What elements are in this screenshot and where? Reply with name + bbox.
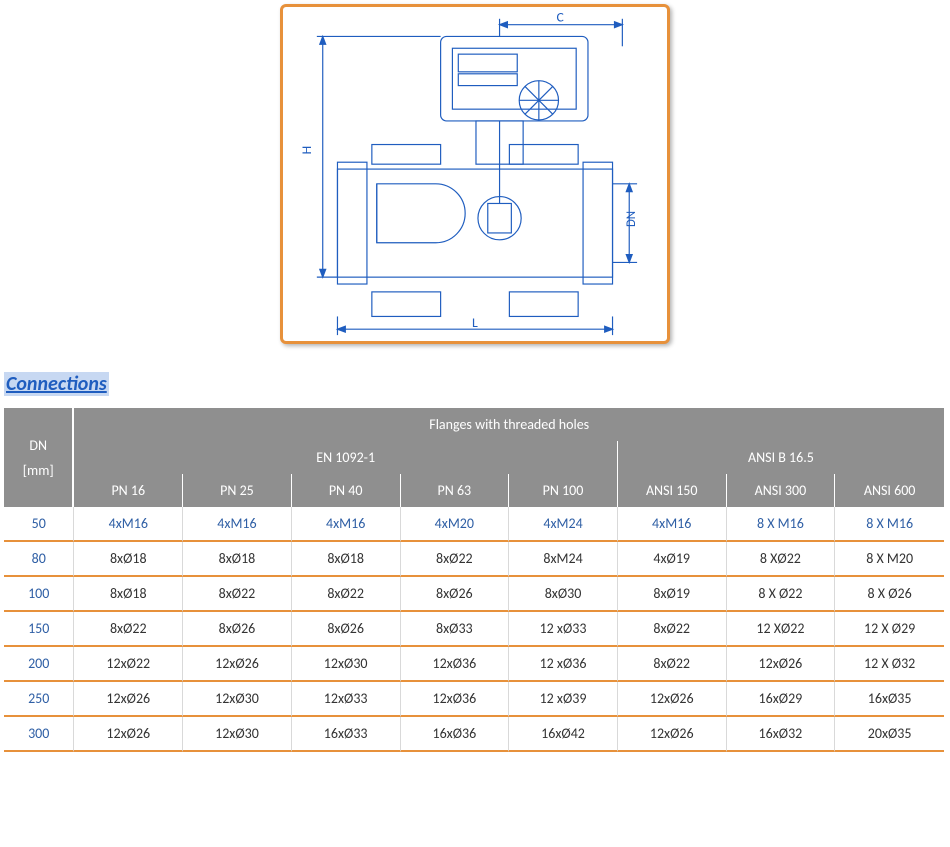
dn-cell: 300 (4, 717, 74, 752)
value-cell: 8xØ26 (401, 577, 510, 612)
value-cell: 12xØ36 (401, 682, 510, 717)
value-cell: 8xØ19 (618, 577, 727, 612)
value-cell: 8xØ22 (401, 542, 510, 577)
technical-drawing-frame: C H DN L (280, 4, 670, 344)
group-header-ansi: ANSI B 16.5 (618, 441, 944, 474)
table-row: 1008xØ188xØ228xØ228xØ268xØ308xØ198 X Ø22… (4, 577, 944, 612)
value-cell: 8xØ18 (74, 542, 183, 577)
super-header-flanges: Flanges with threaded holes (74, 408, 944, 441)
value-cell: 8xØ22 (183, 577, 292, 612)
value-cell: 12 X Ø29 (835, 612, 944, 647)
value-cell: 8xØ22 (292, 577, 401, 612)
table-row: 20012xØ2212xØ2612xØ3012xØ3612 xØ368xØ221… (4, 647, 944, 682)
value-cell: 12xØ26 (74, 682, 183, 717)
value-cell: 8 X M16 (835, 507, 944, 542)
value-cell: 8xØ30 (509, 577, 618, 612)
col-header: PN 63 (401, 474, 510, 507)
value-cell: 12xØ26 (618, 717, 727, 752)
value-cell: 12xØ26 (74, 717, 183, 752)
value-cell: 8 X Ø22 (727, 577, 836, 612)
value-cell: 16xØ36 (401, 717, 510, 752)
value-cell: 4xM16 (74, 507, 183, 542)
table-row: 30012xØ2612xØ3016xØ3316xØ3616xØ4212xØ261… (4, 717, 944, 752)
value-cell: 12xØ30 (183, 717, 292, 752)
table-row: 808xØ188xØ188xØ188xØ228xM244xØ198 XØ228 … (4, 542, 944, 577)
value-cell: 12xØ30 (183, 682, 292, 717)
value-cell: 12 X Ø32 (835, 647, 944, 682)
value-cell: 12xØ26 (183, 647, 292, 682)
value-cell: 8xØ26 (183, 612, 292, 647)
value-cell: 20xØ35 (835, 717, 944, 752)
value-cell: 12 xØ33 (509, 612, 618, 647)
value-cell: 8 X Ø26 (835, 577, 944, 612)
connections-table: DN[mm]Flanges with threaded holesEN 1092… (4, 408, 944, 752)
value-cell: 8xØ26 (292, 612, 401, 647)
value-cell: 12xØ22 (74, 647, 183, 682)
value-cell: 8xØ22 (618, 612, 727, 647)
value-cell: 8xØ18 (74, 577, 183, 612)
dn-cell: 150 (4, 612, 74, 647)
col-header: PN 16 (74, 474, 183, 507)
value-cell: 12xØ26 (618, 682, 727, 717)
dn-cell: 200 (4, 647, 74, 682)
value-cell: 4xM24 (509, 507, 618, 542)
dim-label-c: C (557, 9, 565, 26)
value-cell: 8xØ33 (401, 612, 510, 647)
value-cell: 4xM20 (401, 507, 510, 542)
value-cell: 4xØ19 (618, 542, 727, 577)
value-cell: 16xØ29 (727, 682, 836, 717)
value-cell: 16xØ32 (727, 717, 836, 752)
value-cell: 8 X M16 (727, 507, 836, 542)
dn-cell: 100 (4, 577, 74, 612)
table-row: 25012xØ2612xØ3012xØ3312xØ3612 xØ3912xØ26… (4, 682, 944, 717)
value-cell: 12 xØ36 (509, 647, 618, 682)
col-header: PN 40 (292, 474, 401, 507)
col-header-dn: DN[mm] (4, 408, 74, 507)
value-cell: 16xØ42 (509, 717, 618, 752)
dn-cell: 50 (4, 507, 74, 542)
value-cell: 4xM16 (183, 507, 292, 542)
value-cell: 8xM24 (509, 542, 618, 577)
value-cell: 8xØ22 (618, 647, 727, 682)
value-cell: 8 X M20 (835, 542, 944, 577)
value-cell: 12 xØ39 (509, 682, 618, 717)
value-cell: 12 XØ22 (727, 612, 836, 647)
value-cell: 8 XØ22 (727, 542, 836, 577)
value-cell: 8xØ18 (183, 542, 292, 577)
dn-cell: 80 (4, 542, 74, 577)
group-header-en: EN 1092-1 (74, 441, 617, 474)
col-header: ANSI 300 (727, 474, 836, 507)
col-header: ANSI 150 (618, 474, 727, 507)
value-cell: 12xØ33 (292, 682, 401, 717)
table-row: 504xM164xM164xM164xM204xM244xM168 X M168… (4, 507, 944, 542)
technical-drawing: C H DN L (283, 7, 667, 341)
value-cell: 8xØ22 (74, 612, 183, 647)
value-cell: 12xØ26 (727, 647, 836, 682)
value-cell: 12xØ36 (401, 647, 510, 682)
value-cell: 4xM16 (618, 507, 727, 542)
section-title-connections: Connections (4, 372, 109, 396)
dim-label-l: L (472, 314, 478, 331)
dim-label-h: H (298, 146, 315, 155)
col-header: PN 25 (183, 474, 292, 507)
value-cell: 8xØ18 (292, 542, 401, 577)
value-cell: 16xØ33 (292, 717, 401, 752)
value-cell: 16xØ35 (835, 682, 944, 717)
dn-cell: 250 (4, 682, 74, 717)
col-header: ANSI 600 (835, 474, 944, 507)
value-cell: 4xM16 (292, 507, 401, 542)
dim-label-dn: DN (624, 211, 639, 227)
col-header: PN 100 (509, 474, 618, 507)
value-cell: 12xØ30 (292, 647, 401, 682)
table-row: 1508xØ228xØ268xØ268xØ3312 xØ338xØ2212 XØ… (4, 612, 944, 647)
